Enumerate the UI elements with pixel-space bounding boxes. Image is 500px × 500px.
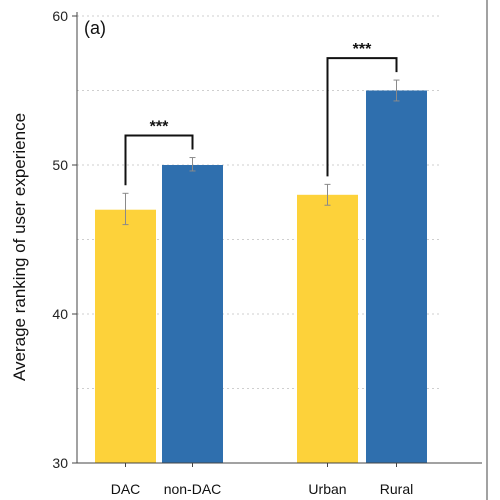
y-tick-label: 30 bbox=[52, 455, 68, 471]
x-category-label: non-DAC bbox=[164, 481, 222, 497]
x-category-label: Urban bbox=[308, 481, 346, 497]
error-bars-layer bbox=[122, 79, 400, 226]
bar-rural bbox=[366, 90, 427, 463]
significance-bracket bbox=[124, 134, 194, 186]
y-tick-label: 50 bbox=[52, 157, 68, 173]
y-axis-title: Average ranking of user experience bbox=[10, 113, 29, 381]
x-category-label: DAC bbox=[111, 481, 141, 497]
x-category-label: Rural bbox=[380, 481, 413, 497]
significance-layer: *** *** bbox=[124, 41, 398, 186]
bar-dac bbox=[95, 209, 156, 463]
bar-urban bbox=[297, 194, 358, 464]
significance-bracket bbox=[326, 57, 398, 177]
axes-layer: 30 40 50 60 DAC non-DAC Urban Rural bbox=[52, 0, 488, 500]
bars-layer bbox=[95, 90, 427, 464]
significance-label: *** bbox=[353, 41, 372, 58]
y-tick-label: 40 bbox=[52, 306, 68, 322]
panel-label: (a) bbox=[84, 18, 106, 38]
bar-non-dac bbox=[162, 165, 223, 463]
significance-label: *** bbox=[150, 119, 169, 136]
y-tick-label: 60 bbox=[52, 8, 68, 24]
